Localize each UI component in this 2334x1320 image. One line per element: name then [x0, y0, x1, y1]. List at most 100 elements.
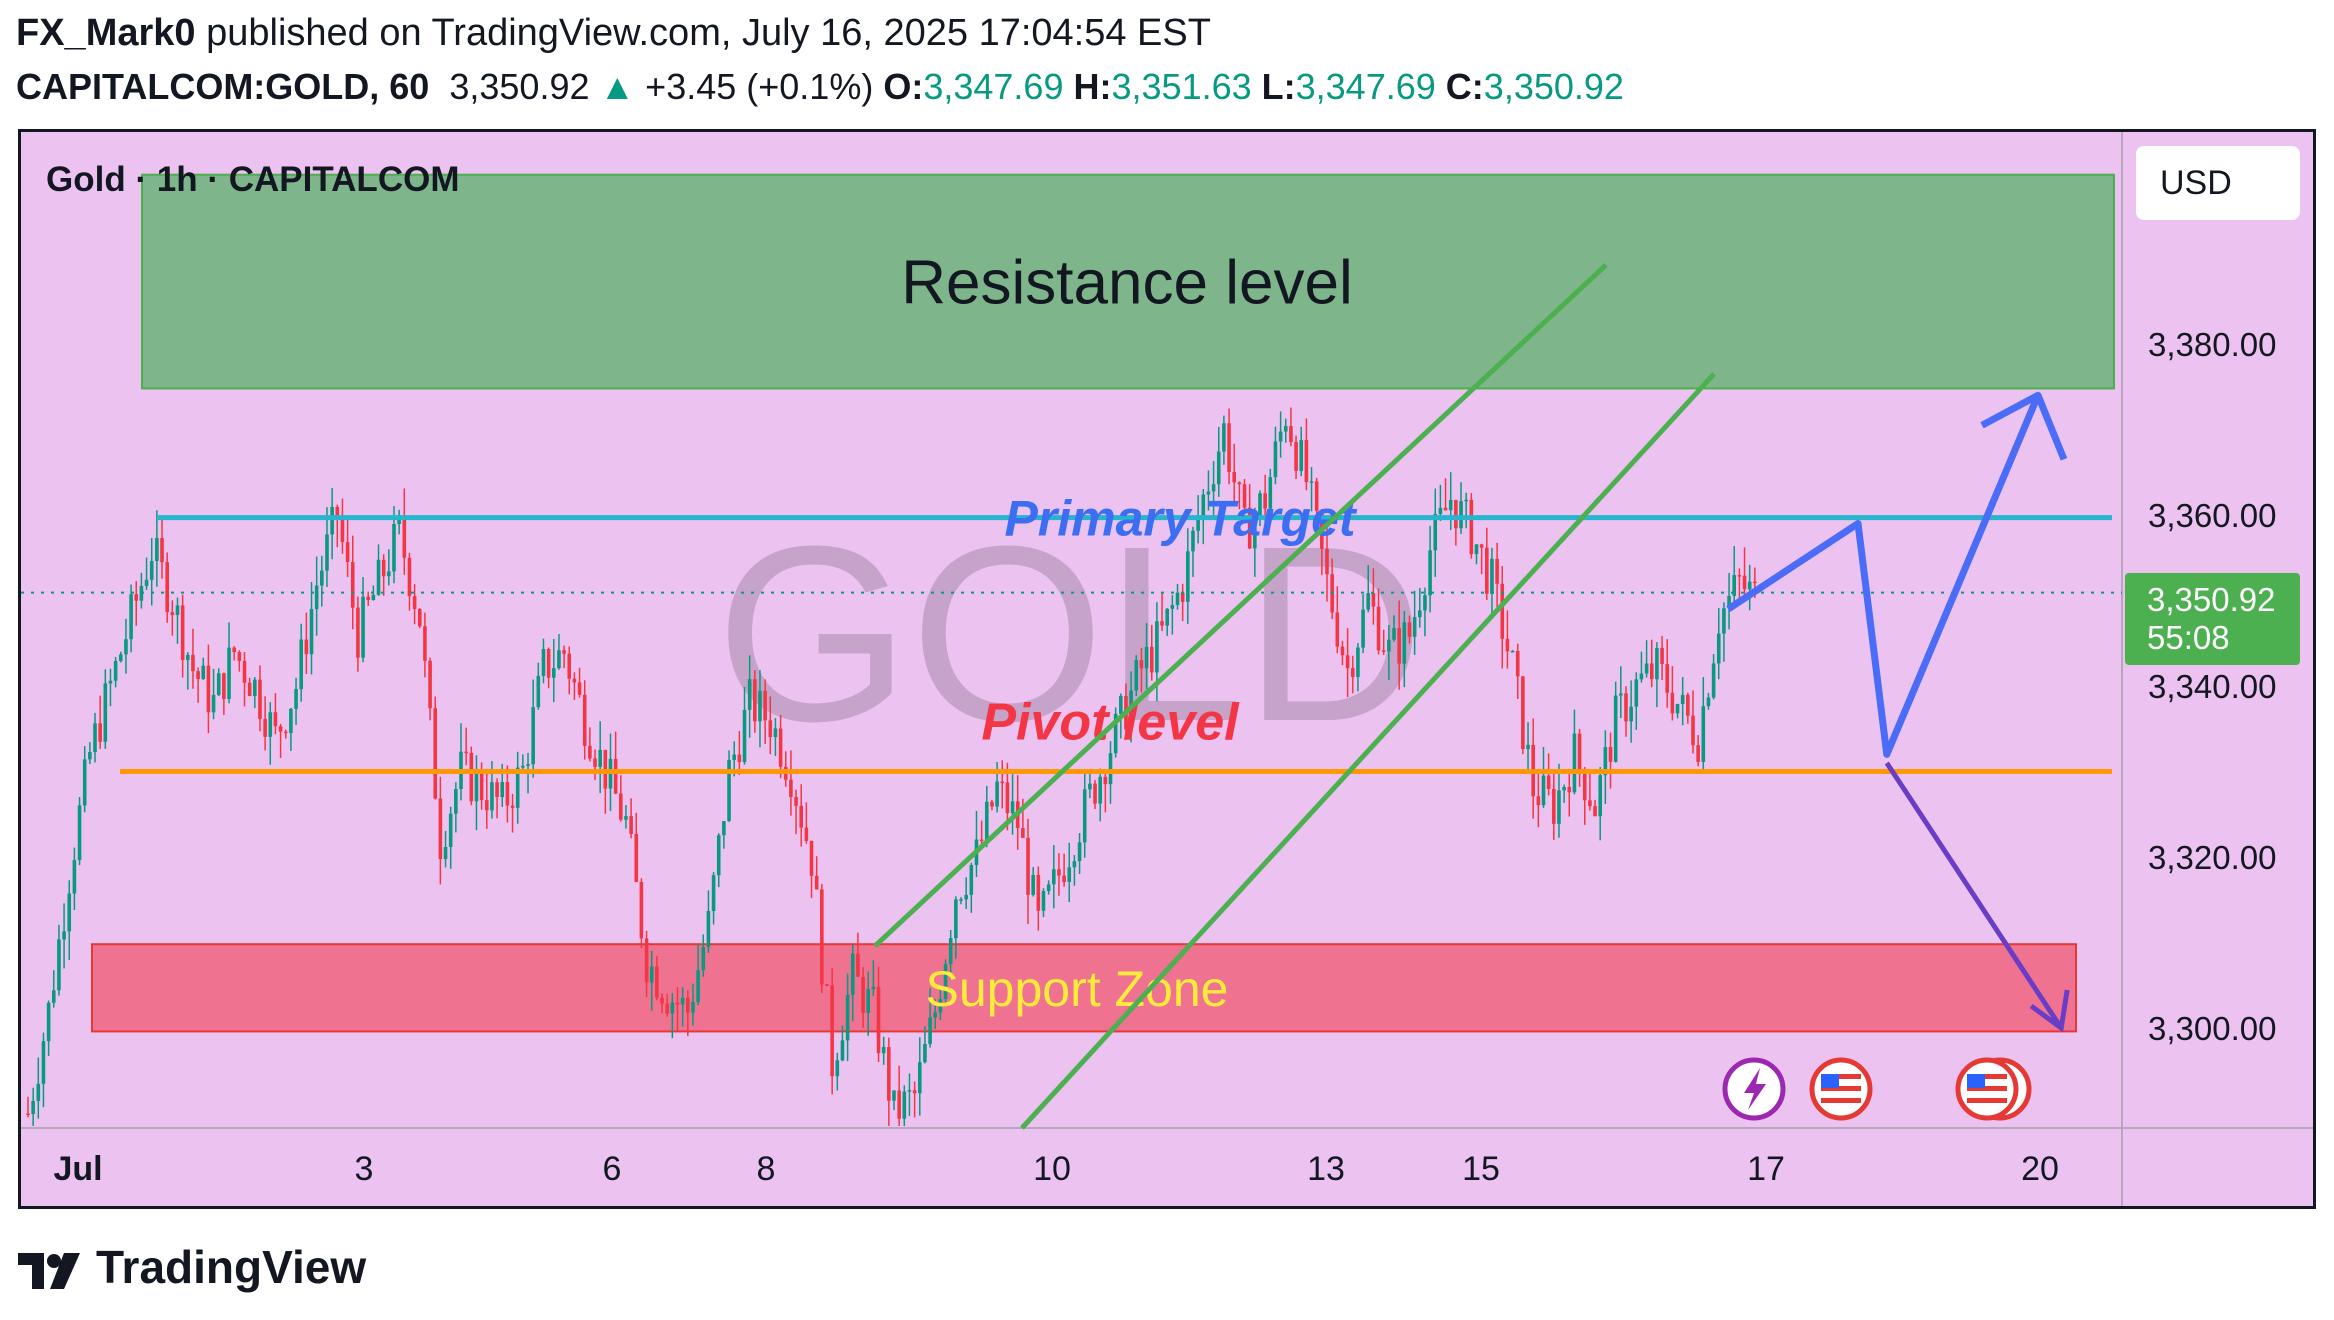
candle-body — [1206, 491, 1211, 495]
candle-body — [624, 816, 628, 820]
candle-body — [1268, 477, 1273, 509]
candle-body — [103, 683, 108, 742]
candle-body — [531, 707, 535, 765]
candle-body — [479, 772, 484, 801]
author-name[interactable]: FX_Mark0 — [16, 12, 196, 54]
candle-body — [794, 796, 798, 806]
us-flag-event-icon-stack[interactable] — [1955, 1057, 2032, 1121]
candle-body — [423, 626, 427, 661]
candle-body — [1727, 595, 1731, 609]
candle-body — [407, 557, 412, 597]
candle-body — [88, 751, 92, 760]
time-tick-label: 10 — [1033, 1150, 1071, 1188]
candle-body — [1196, 519, 1200, 531]
candle-body — [1093, 783, 1097, 804]
candle-body — [247, 682, 252, 697]
currency-selector[interactable]: USD — [2136, 146, 2300, 220]
watermark-text: GOLD — [716, 494, 1425, 773]
candle-body — [216, 673, 221, 695]
candle-body — [1572, 733, 1577, 793]
time-tick-label: 8 — [757, 1150, 776, 1188]
candle-body — [557, 650, 561, 669]
alternative-path[interactable] — [1884, 761, 2070, 1033]
candle-body — [134, 594, 139, 601]
candle-body — [340, 518, 345, 543]
support-zone[interactable] — [91, 943, 2077, 1033]
support-label: Support Zone — [926, 961, 1229, 1017]
candle-body — [278, 726, 283, 732]
candle-body — [1051, 869, 1056, 885]
candle-body — [1588, 800, 1592, 807]
candle-body — [1613, 695, 1618, 762]
candle-body — [242, 660, 247, 683]
flash-event-icon[interactable] — [1722, 1057, 1786, 1121]
candle-body — [1031, 874, 1035, 895]
channel-upper-line[interactable] — [873, 263, 1608, 948]
resistance-zone[interactable] — [141, 173, 2115, 390]
candle-body — [1283, 426, 1288, 432]
candle-body — [165, 562, 169, 613]
candle-body — [742, 709, 747, 763]
candle-body — [737, 754, 742, 763]
candle-body — [263, 718, 267, 737]
candle-body — [799, 805, 804, 828]
low-label: L: — [1261, 66, 1296, 107]
candle-body — [758, 690, 762, 722]
candle-body — [871, 986, 876, 990]
candle-body — [1325, 548, 1329, 575]
candle-body — [1448, 499, 1453, 511]
candle-body — [1253, 516, 1257, 549]
publish-line: FX_Mark0 published on TradingView.com, J… — [16, 12, 1211, 55]
candle-body — [1289, 426, 1293, 442]
candle-body — [1428, 550, 1432, 596]
candle-body — [660, 997, 664, 1004]
published-text: published on TradingView.com, July 16, 2… — [195, 12, 1211, 54]
candle-body — [495, 782, 499, 798]
candle-body — [484, 800, 489, 811]
projection-path[interactable] — [1726, 391, 2068, 758]
candle-body — [1144, 646, 1149, 669]
chart-legend-title[interactable]: Gold · 1h · CAPITALCOM — [46, 160, 460, 199]
candle-body — [314, 585, 319, 610]
candle-body — [474, 772, 479, 802]
candle-body — [840, 1040, 845, 1061]
candle-body — [500, 782, 505, 798]
candle-body — [417, 609, 422, 627]
candle-body — [1366, 593, 1371, 610]
candle-body — [732, 754, 737, 760]
candle-body — [984, 801, 989, 840]
us-flag-event-icon[interactable] — [1809, 1057, 1873, 1121]
time-tick-label: 6 — [603, 1150, 622, 1188]
candle-body — [1134, 660, 1139, 691]
candle-body — [938, 998, 943, 1013]
candle-body — [1216, 451, 1221, 485]
open-label: O: — [883, 66, 924, 107]
channel-lower-line[interactable] — [1020, 372, 1716, 1130]
candle-body — [747, 679, 752, 710]
candle-body — [835, 1060, 840, 1077]
price-tick-label: 3,360.00 — [2148, 497, 2276, 534]
candle-body — [928, 1017, 932, 1045]
candle-body — [1258, 493, 1262, 517]
candle-body — [1670, 692, 1675, 714]
candle-body — [1237, 482, 1242, 485]
price-tag-countdown: 55:08 — [2147, 619, 2230, 656]
tradingview-logo[interactable]: TradingView — [16, 1240, 366, 1294]
candle-body — [72, 860, 77, 894]
candle-body — [850, 953, 855, 995]
candle-body — [454, 789, 458, 814]
time-tick-label: 20 — [2021, 1150, 2059, 1188]
candle-body — [1119, 695, 1123, 714]
candle-body — [1680, 694, 1685, 705]
candle-body — [356, 607, 360, 658]
high-label: H: — [1073, 66, 1112, 107]
candle-body — [350, 561, 355, 608]
candle-body — [98, 723, 102, 742]
candle-body — [933, 1012, 938, 1018]
candle-body — [1211, 484, 1216, 492]
candle-body — [201, 665, 206, 680]
candle-body — [149, 560, 154, 580]
candle-body — [258, 679, 262, 719]
candle-body — [1423, 595, 1427, 611]
